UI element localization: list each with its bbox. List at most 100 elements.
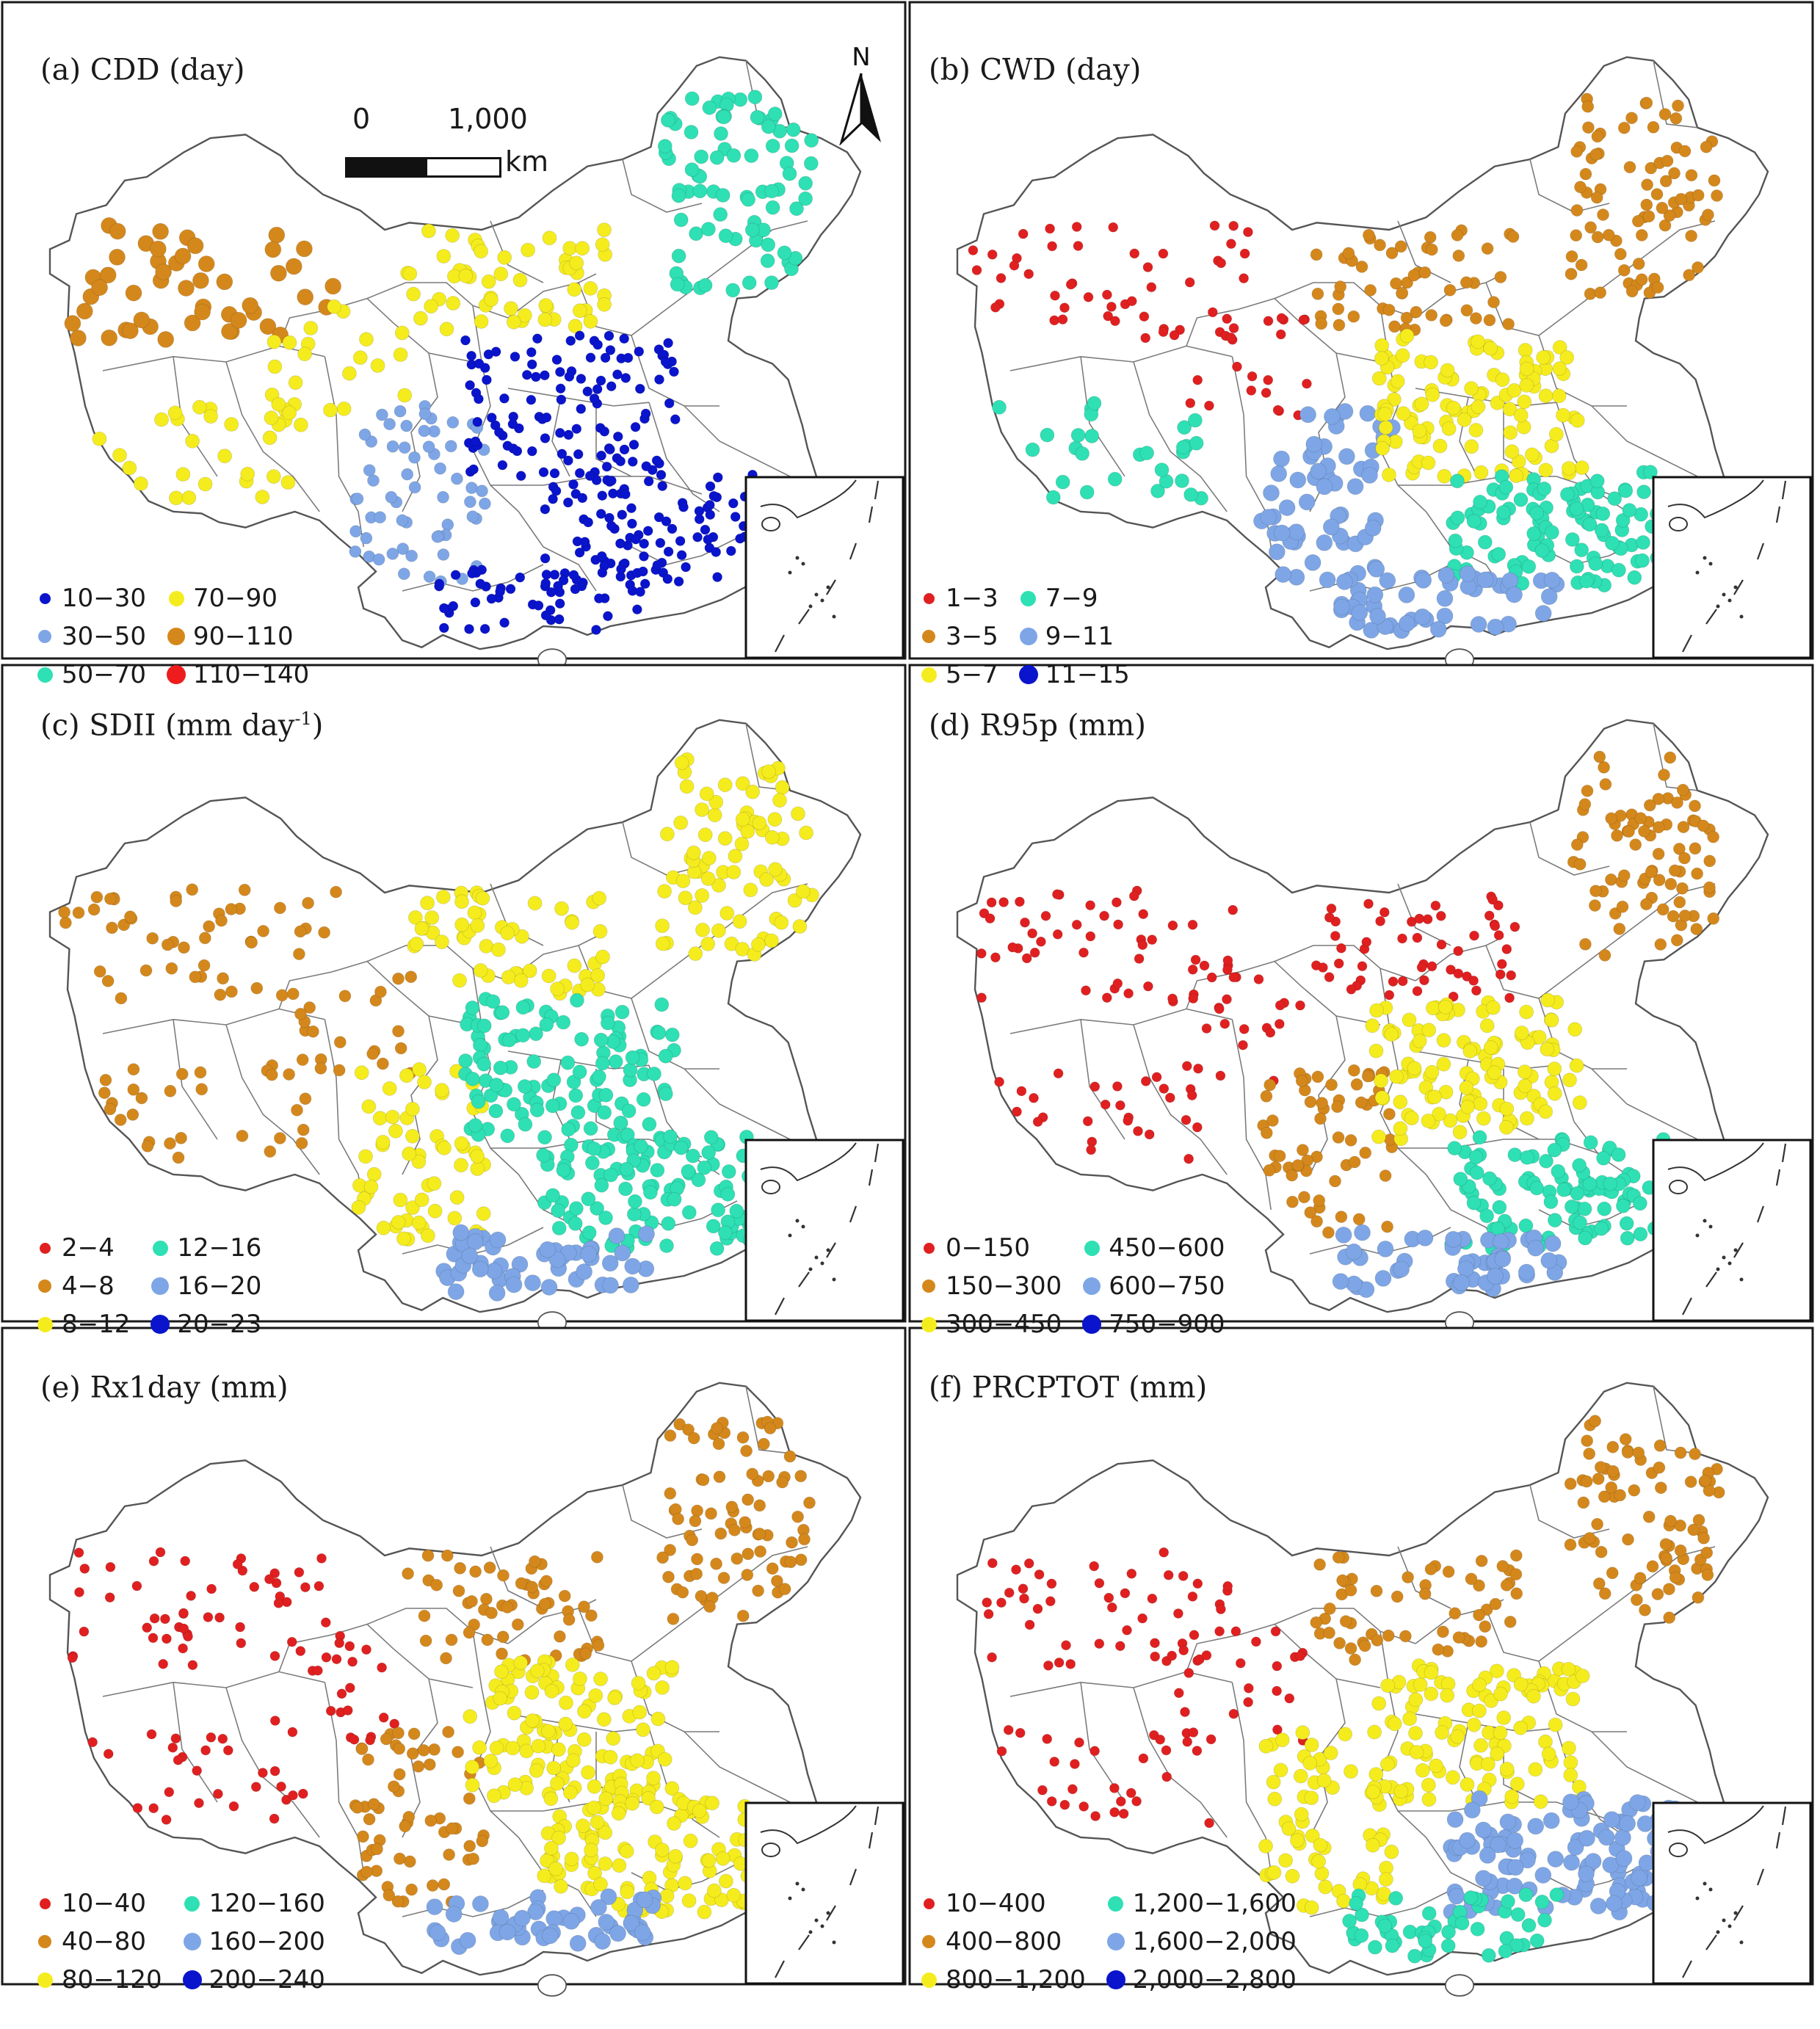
station-dot [607,1691,622,1705]
station-dot [1540,1252,1558,1269]
station-dot [164,1787,175,1798]
station-dot [114,1114,127,1126]
inset-islet [820,1261,824,1266]
station-dot [1598,1829,1615,1846]
station-dot [537,1868,552,1884]
station-dot [393,1742,406,1755]
province-boundary [631,335,720,407]
station-dot [431,530,444,543]
station-dot [366,1166,382,1182]
station-dot [599,426,610,437]
station-dot [1579,167,1592,181]
province-boundary [1009,345,1233,371]
station-dot [1625,285,1639,298]
station-dot [481,1633,494,1647]
station-dot [1018,1583,1029,1594]
legend-item: 3−5 [918,618,998,655]
station-dot [1473,1738,1488,1753]
station-dot [1616,1198,1631,1213]
panel-c-title: (c) SDII (mm day-1) [40,708,324,743]
station-dot [567,282,582,297]
station-dot [598,1791,614,1807]
station-dot [1414,396,1429,412]
station-dot [1504,1615,1517,1628]
station-dot [360,531,373,545]
station-dot [1700,1546,1714,1559]
station-dot [562,1912,580,1930]
station-dot [725,545,736,556]
station-dot [291,1103,303,1117]
station-dot [1493,1725,1508,1741]
station-dot [568,319,583,334]
station-dot [1562,1793,1579,1811]
station-dot [1173,1688,1184,1699]
station-dot [1476,571,1494,589]
station-dot [479,497,491,510]
station-dot [1579,573,1594,589]
station-dot [1471,399,1486,415]
station-dot [1470,616,1487,633]
legend-label: 12−16 [177,1233,262,1263]
province-boundary [1300,1648,1381,1688]
station-dot [647,1067,661,1081]
station-dot [1163,1569,1174,1580]
station-dot [1355,260,1368,273]
legend-label: 110−140 [193,660,310,689]
station-dot [197,959,211,972]
station-dot [1473,1096,1488,1111]
station-dot [1015,1727,1026,1738]
station-dot [1471,985,1482,996]
station-dot [1313,1837,1328,1853]
panel-d-legend: 0−150 450−600 150−300 600−750 300−450 750−900 [918,1230,1225,1343]
legend-item: 50−70 [34,656,146,693]
station-dot [1043,1660,1054,1671]
station-dot [1150,1651,1161,1662]
station-dot [638,1225,655,1243]
station-dot [1399,328,1415,344]
legend-item: 300−450 [918,1306,1062,1343]
station-dot [673,815,689,830]
station-dot [1012,1106,1022,1117]
station-dot [515,929,529,944]
station-dot [1435,1725,1449,1740]
station-dot [405,1128,420,1144]
station-dot [458,1053,473,1068]
station-dot [646,1666,661,1681]
station-dot [1315,317,1328,330]
station-dot [1521,1918,1537,1933]
station-dot [1114,1100,1125,1111]
station-dot [555,366,565,377]
station-dot [590,968,606,983]
station-dot [699,786,714,802]
station-dot [1140,333,1151,344]
station-dot [467,568,477,578]
station-dot [637,566,648,577]
station-dot [407,1727,421,1741]
station-dot [344,1641,355,1652]
station-dot [264,241,282,258]
station-dot [585,1609,598,1622]
station-dot [1473,495,1487,509]
station-dot [93,965,106,978]
station-dot [1161,1771,1172,1782]
station-dot [269,1716,280,1726]
station-dot [405,1883,418,1896]
station-dot [172,1151,185,1164]
station-dot [397,388,413,403]
station-dot [314,1062,327,1075]
station-dot [1085,931,1096,942]
province-boundary [472,968,519,1175]
legend-item: 11−15 [1018,656,1130,693]
station-dot [1344,1134,1357,1147]
station-dot [1094,1578,1105,1589]
station-dot [1551,388,1567,404]
province-boundary [551,396,570,477]
station-dot [549,468,560,479]
station-dot [690,1567,703,1580]
station-dot [468,464,479,475]
station-dot [572,303,587,319]
station-dot [236,1638,247,1649]
station-dot [1564,1477,1577,1490]
station-dot [1667,910,1680,923]
station-dot [587,1141,601,1156]
